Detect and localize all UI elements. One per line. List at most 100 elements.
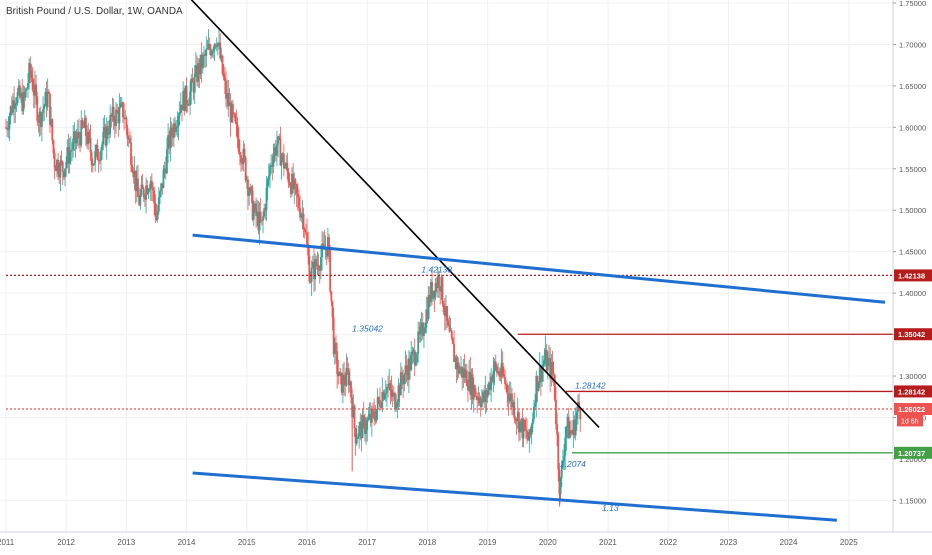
candle-body [298,196,300,209]
annotation-1-2074: 1.2074 [560,459,586,469]
candle-body [20,92,22,98]
candle-body [563,455,565,462]
upper-channel-line[interactable] [192,233,886,304]
candle-body [186,103,189,106]
candle-body [308,255,311,282]
candle-body [552,372,555,375]
countdown-tag [897,414,923,427]
candle-body [68,151,71,164]
candle-body [54,167,57,172]
price-tag-1-28142[interactable] [894,385,932,398]
candle-body [462,368,465,378]
candle-body [144,197,146,200]
candle-body [219,42,222,59]
time-axis-label: 2015 [238,538,256,547]
candle-body [148,188,151,191]
candle-body [470,374,473,395]
candle-body [25,88,28,90]
candle-body [362,415,365,418]
candle-body [71,149,73,151]
candle-body [484,390,487,403]
candle-body [233,113,235,115]
candle-body [152,187,154,191]
candle-body [230,104,233,123]
time-axis-label: 2011 [0,538,15,547]
candle-body [442,303,445,313]
candle-body [250,186,253,191]
price-tag-1-42138[interactable] [894,269,932,282]
candle-body [159,191,161,198]
lower-channel-line[interactable] [192,471,837,522]
candle-body [126,128,129,139]
price-tag-1-35042-label: 1.35042 [898,330,925,339]
candle-body [161,183,164,189]
candle-body [16,92,19,104]
candle-body [343,375,345,385]
candle-body [160,183,163,192]
candle-body [342,375,344,393]
candle-body [551,362,554,373]
candle-body [190,78,193,92]
candle-body [489,382,491,390]
candle-body [46,91,49,108]
price-tag-1-20737[interactable] [894,446,932,459]
candle-body [474,385,476,397]
candle-body [515,419,518,422]
candle-body [171,135,174,138]
price-axis-label: 1.40000 [899,289,926,298]
price-tag-1-26022[interactable] [894,403,932,416]
candle-body [23,92,26,98]
candle-body [281,153,284,158]
candle-body [435,283,438,288]
candle-body [139,194,142,206]
candle-body [360,421,363,439]
downtrend-line[interactable] [187,0,600,428]
candle-body [72,138,75,150]
price-tag-1-35042[interactable] [894,328,932,341]
candle-body [234,114,237,122]
candle-body [560,465,563,478]
candle-body [325,249,328,257]
candle-body [5,127,7,129]
candle-body [427,294,430,319]
candle-body [559,477,562,495]
candle-body [514,418,517,420]
candle-body [7,129,10,131]
candle-body [545,349,548,371]
candle-body [184,85,187,112]
candle-body [375,408,378,421]
candle-body [386,386,388,393]
candle-body [82,126,85,128]
candle-body [201,55,204,69]
candle-body [208,43,211,50]
candle-body [555,399,557,425]
candle-body [28,63,31,83]
candle-body [352,406,355,418]
annotation-1-42138: 1.42138 [421,264,452,274]
candle-body [538,366,541,383]
candle-body [463,368,466,378]
candle-body [419,326,422,335]
candle-body [207,43,210,49]
candle-body [426,309,429,319]
candle-body [188,104,190,106]
price-axis-label: 1.45000 [899,248,926,257]
candle-body [501,362,504,374]
candle-body [223,77,226,82]
candle-body [574,419,577,436]
candle-body [369,414,372,423]
candle-body [307,243,310,256]
candle-body [543,360,546,365]
candle-body [301,213,304,215]
candle-body [222,73,225,78]
candle-body [286,162,289,172]
candle-body [140,184,143,195]
candle-body [102,131,105,145]
candle-body [277,136,279,145]
candle-body [454,357,457,362]
candle-body [83,117,86,128]
candle-body [372,408,374,412]
candle-body [8,116,11,130]
